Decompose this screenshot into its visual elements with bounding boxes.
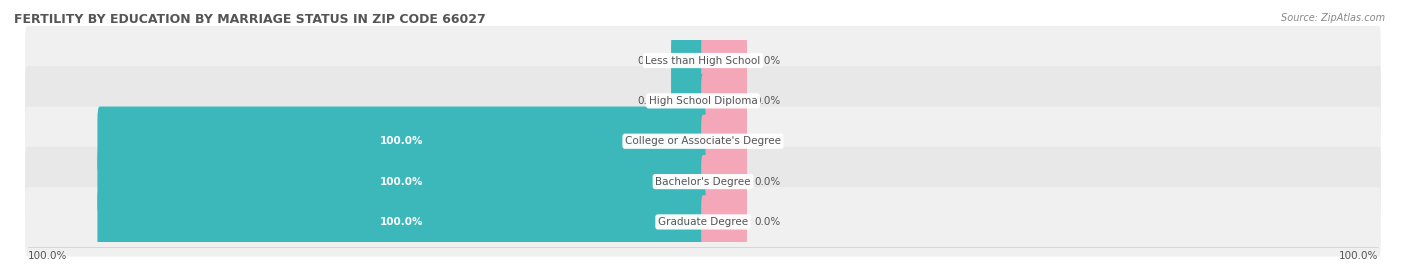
FancyBboxPatch shape <box>702 195 747 249</box>
Text: FERTILITY BY EDUCATION BY MARRIAGE STATUS IN ZIP CODE 66027: FERTILITY BY EDUCATION BY MARRIAGE STATU… <box>14 13 486 26</box>
Text: 0.0%: 0.0% <box>754 176 780 187</box>
Text: 0.0%: 0.0% <box>754 217 780 227</box>
Text: 100.0%: 100.0% <box>380 136 423 146</box>
FancyBboxPatch shape <box>97 107 706 176</box>
FancyBboxPatch shape <box>97 147 706 216</box>
Text: 0.0%: 0.0% <box>754 96 780 106</box>
Text: 0.0%: 0.0% <box>637 55 664 66</box>
FancyBboxPatch shape <box>671 74 704 128</box>
Text: High School Diploma: High School Diploma <box>648 96 758 106</box>
Text: Source: ZipAtlas.com: Source: ZipAtlas.com <box>1281 13 1385 23</box>
Text: Bachelor's Degree: Bachelor's Degree <box>655 176 751 187</box>
FancyBboxPatch shape <box>25 147 1381 216</box>
FancyBboxPatch shape <box>702 74 747 128</box>
FancyBboxPatch shape <box>671 34 704 87</box>
FancyBboxPatch shape <box>25 26 1381 95</box>
FancyBboxPatch shape <box>702 155 747 208</box>
Text: 100.0%: 100.0% <box>1339 250 1378 261</box>
FancyBboxPatch shape <box>97 187 706 257</box>
Text: 0.0%: 0.0% <box>637 96 664 106</box>
Text: 100.0%: 100.0% <box>380 217 423 227</box>
Text: 0.0%: 0.0% <box>754 136 780 146</box>
Text: 100.0%: 100.0% <box>28 250 67 261</box>
Text: College or Associate's Degree: College or Associate's Degree <box>626 136 780 146</box>
Text: Graduate Degree: Graduate Degree <box>658 217 748 227</box>
Text: Less than High School: Less than High School <box>645 55 761 66</box>
Text: 0.0%: 0.0% <box>754 55 780 66</box>
FancyBboxPatch shape <box>25 187 1381 257</box>
Text: 100.0%: 100.0% <box>380 176 423 187</box>
FancyBboxPatch shape <box>25 107 1381 176</box>
FancyBboxPatch shape <box>702 34 747 87</box>
FancyBboxPatch shape <box>702 115 747 168</box>
FancyBboxPatch shape <box>25 66 1381 136</box>
